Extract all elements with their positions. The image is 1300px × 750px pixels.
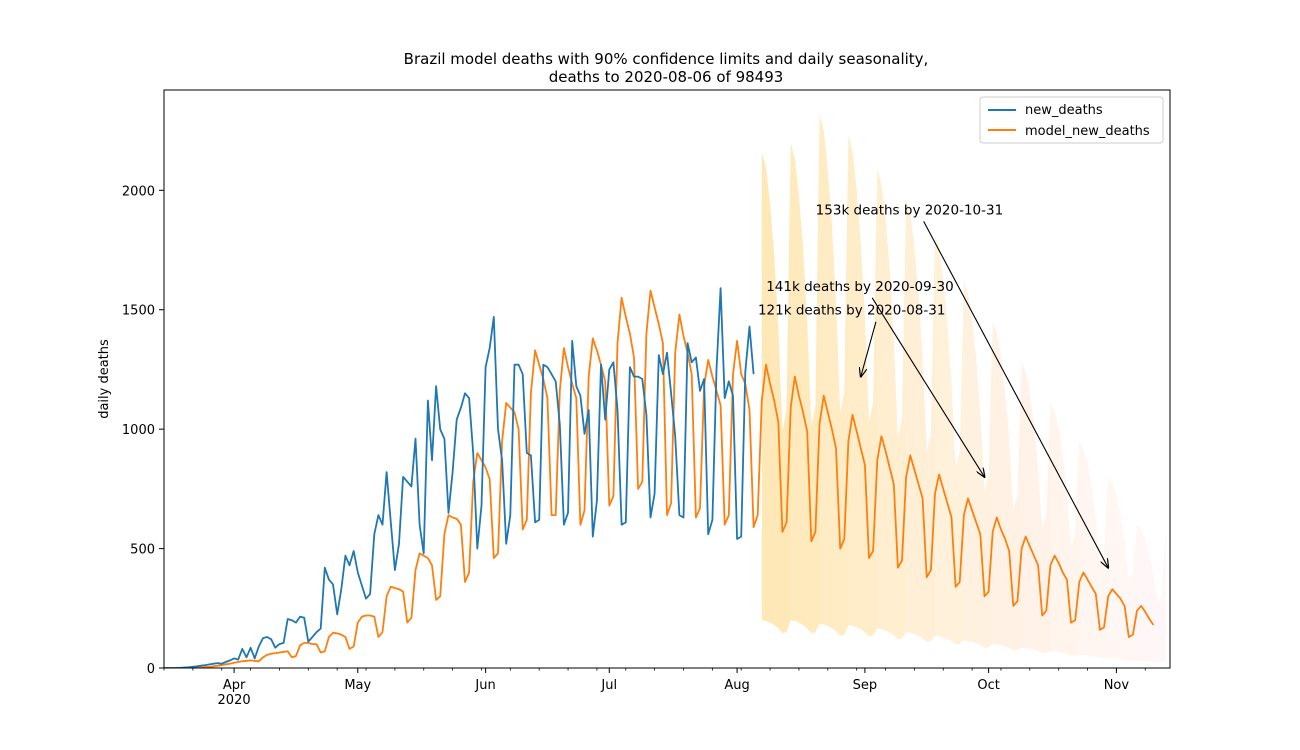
annotations: 121k deaths by 2020-08-31 141k deaths by … xyxy=(758,202,1108,567)
legend-label-new-deaths: new_deaths xyxy=(1025,103,1103,118)
x-tick-label: Jun xyxy=(474,678,495,693)
ci-band-segment xyxy=(848,135,878,637)
x-tick-label: Nov xyxy=(1104,678,1130,693)
x-tick-label: May xyxy=(344,678,371,693)
legend: new_deaths model_new_deaths xyxy=(979,96,1164,144)
y-tick-label: 1000 xyxy=(122,423,155,438)
y-axis-label: daily deaths xyxy=(97,339,112,419)
legend-label-model-new-deaths: model_new_deaths xyxy=(1025,124,1150,139)
ci-band-segment xyxy=(1021,362,1051,654)
plot-frame xyxy=(163,89,1171,669)
ci-band-segment xyxy=(1137,524,1166,663)
y-tick-label: 2000 xyxy=(122,184,155,199)
confidence-band xyxy=(761,113,1166,663)
series-line-new-deaths xyxy=(164,287,755,668)
annotation-arrow xyxy=(861,321,877,377)
ci-band-segment xyxy=(934,235,964,645)
y-tick-label: 500 xyxy=(130,543,155,558)
annotation-label: 141k deaths by 2020-09-30 xyxy=(766,279,954,295)
ci-band-segment xyxy=(963,281,993,648)
ci-band-segment xyxy=(877,168,907,640)
ci-band-segment xyxy=(1050,402,1080,656)
annotation-arrow xyxy=(923,221,1108,567)
x-tick-label: Sep xyxy=(853,678,878,693)
legend-box xyxy=(979,96,1164,144)
ci-band-segment xyxy=(761,142,791,634)
annotation-arrow xyxy=(871,297,984,477)
x-tick-label: Jul xyxy=(600,678,617,693)
ci-band-segment xyxy=(790,113,820,634)
ci-band-segment xyxy=(1079,441,1109,659)
y-axis: 0 500 1000 1500 2000 xyxy=(122,184,164,677)
annotation-label: 153k deaths by 2020-10-31 xyxy=(816,202,1004,218)
ci-band-segment xyxy=(992,321,1022,651)
y-tick-label: 0 xyxy=(147,662,155,677)
x-tick-label: Apr xyxy=(223,678,246,693)
x-tick-year-label: 2020 xyxy=(218,693,251,708)
series-line-model-new-deaths xyxy=(164,289,1155,668)
chart-title-line2: deaths to 2020-08-06 of 98493 xyxy=(549,68,784,86)
annotation-label: 121k deaths by 2020-08-31 xyxy=(758,303,946,319)
ci-band-segment xyxy=(819,113,849,636)
y-tick-label: 1500 xyxy=(122,304,155,319)
x-tick-label: Oct xyxy=(977,678,999,693)
ci-band-segment xyxy=(1108,476,1138,662)
ci-band-segment xyxy=(906,199,935,642)
x-tick-label: Aug xyxy=(724,678,749,693)
series-lines xyxy=(164,287,1155,668)
chart-title-line1: Brazil model deaths with 90% confidence … xyxy=(404,50,929,68)
